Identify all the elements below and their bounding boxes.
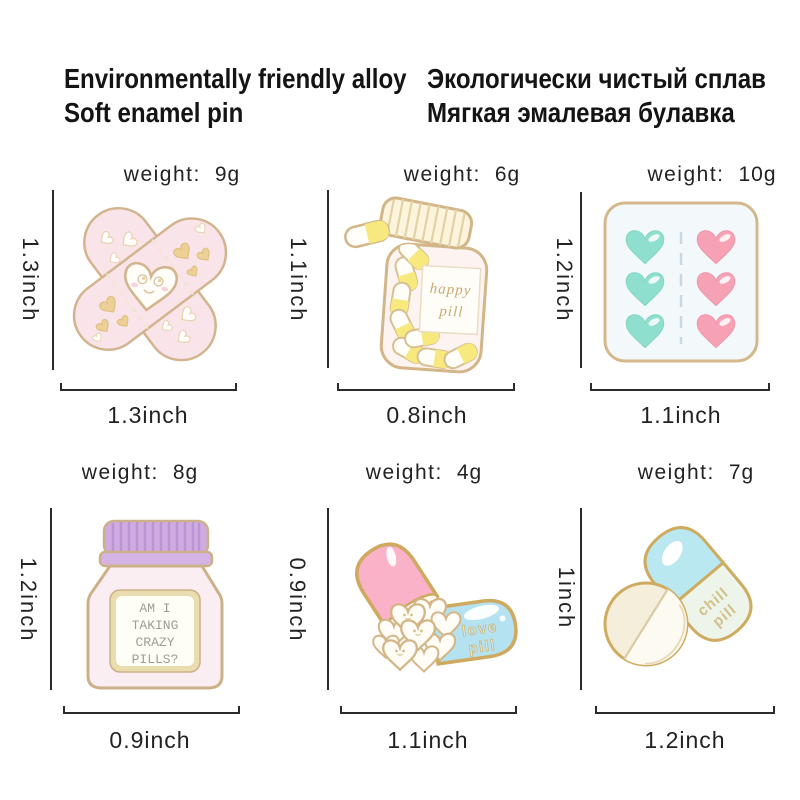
- width-label-crazy-pills: 0.9inch: [109, 727, 191, 753]
- width-label-bandage: 1.3inch: [107, 402, 189, 428]
- love-pill-capsule-pin-image: love pill: [355, 542, 518, 673]
- weight-value: 9g: [214, 163, 241, 186]
- weight-label-bandage: weight: 9g: [124, 163, 240, 187]
- bandage-pin-image: [72, 206, 228, 362]
- header-english: Environmentally friendly alloy Soft enam…: [64, 62, 407, 130]
- crazy-pills-text-line2: TAKING: [132, 618, 179, 633]
- height-label-chill-pill: 1inch: [554, 566, 579, 630]
- love-pill-text-line2: pill: [467, 637, 497, 658]
- height-line-crazy-pills: [50, 508, 52, 690]
- spilled-hearts: [372, 597, 462, 673]
- chill-pill-pin-image: chill pill: [603, 526, 753, 667]
- width-label-chill-pill: 1.2inch: [644, 727, 726, 753]
- bandage-heart-face: [131, 274, 169, 294]
- weight-word: weight:: [365, 461, 443, 484]
- weight-word: weight:: [637, 461, 715, 484]
- weight-label-love-pill: weight: 4g: [366, 461, 482, 485]
- height-label-happy-pill: 1.1inch: [286, 237, 311, 323]
- bottle-cap: [378, 196, 474, 250]
- width-label-love-pill: 1.1inch: [387, 727, 469, 753]
- bottle-label: happy pill: [418, 264, 482, 336]
- height-line-happy-pill: [327, 190, 329, 368]
- weight-label-heart-tray: weight: 10g: [647, 163, 776, 187]
- crazy-pills-text-line4: PILLS?: [132, 652, 179, 667]
- header-russian: Экологически чистый сплав Мягкая эмалева…: [427, 62, 766, 130]
- header-en-line1: Environmentally friendly alloy: [64, 63, 407, 94]
- height-line-love-pill: [327, 508, 329, 690]
- height-label-bandage: 1.3inch: [18, 237, 43, 323]
- weight-value: 7g: [728, 461, 755, 484]
- loose-capsule: [344, 219, 390, 249]
- width-line-love-pill: [340, 706, 517, 714]
- weight-label-happy-pill: weight: 6g: [404, 163, 520, 187]
- weight-word: weight:: [403, 163, 481, 186]
- crazy-pills-text-line1: AM I: [139, 601, 170, 616]
- width-label-heart-tray: 1.1inch: [640, 402, 722, 428]
- weight-word: weight:: [81, 461, 159, 484]
- heart-tray-pin-image: [603, 201, 759, 363]
- weight-value: 10g: [738, 163, 777, 186]
- crazy-pills-bottle-pin-image: AM I TAKING CRAZY PILLS?: [86, 519, 224, 690]
- happy-pill-text-line2: pill: [438, 303, 464, 320]
- width-line-happy-pill: [337, 383, 515, 391]
- weight-value: 8g: [172, 461, 199, 484]
- header-en-line2: Soft enamel pin: [64, 97, 244, 128]
- width-line-heart-tray: [590, 383, 770, 391]
- height-line-heart-tray: [580, 192, 582, 368]
- height-line-chill-pill: [580, 508, 582, 690]
- width-line-bandage: [60, 383, 237, 391]
- love-pill-text-line1: love: [461, 618, 499, 640]
- happy-pill-bottle-pin-image: happy pill: [344, 196, 489, 374]
- weight-label-crazy-pills: weight: 8g: [82, 461, 198, 485]
- weight-label-chill-pill: weight: 7g: [638, 461, 754, 485]
- weight-value: 4g: [456, 461, 483, 484]
- header-ru-line2: Мягкая эмалевая булавка: [427, 97, 735, 128]
- header-ru-line1: Экологически чистый сплав: [427, 63, 766, 94]
- width-line-chill-pill: [595, 706, 775, 714]
- height-label-crazy-pills: 1.2inch: [16, 557, 41, 643]
- height-label-heart-tray: 1.2inch: [552, 237, 577, 323]
- height-label-love-pill: 0.9inch: [285, 557, 310, 643]
- weight-value: 6g: [494, 163, 521, 186]
- weight-word: weight:: [123, 163, 201, 186]
- crazy-pills-text-line3: CRAZY: [135, 635, 174, 650]
- width-line-crazy-pills: [63, 706, 240, 714]
- happy-pill-text-line1: happy: [429, 281, 471, 299]
- round-tablet: [603, 581, 689, 667]
- height-line-bandage: [52, 190, 54, 370]
- width-label-happy-pill: 0.8inch: [386, 402, 468, 428]
- weight-word: weight:: [647, 163, 725, 186]
